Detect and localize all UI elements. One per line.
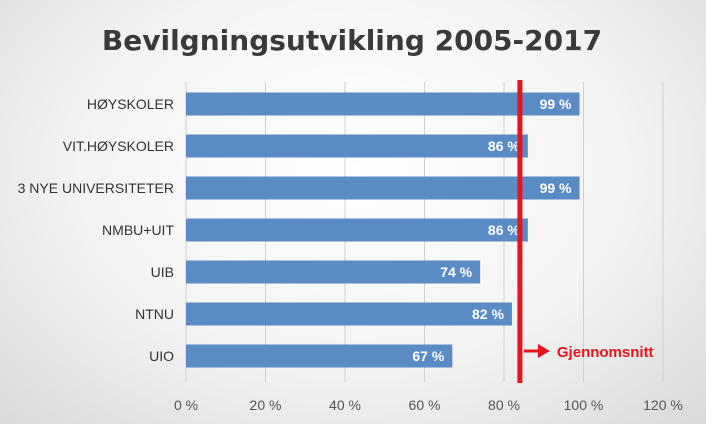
bar	[186, 302, 512, 326]
bars	[186, 92, 580, 368]
bar	[186, 176, 580, 200]
reference-line-group: Gjennomsnitt	[517, 80, 654, 383]
average-label: Gjennomsnitt	[557, 344, 654, 361]
average-arrow-head	[537, 344, 550, 358]
x-tick-label: 40 %	[329, 397, 361, 413]
bar	[186, 92, 580, 116]
value-label: 67 %	[412, 348, 444, 364]
category-label: NMBU+UIT	[102, 222, 174, 238]
category-label: UIB	[151, 264, 174, 280]
x-tick-label: 120 %	[643, 397, 683, 413]
value-label: 74 %	[440, 264, 472, 280]
category-label: 3 NYE UNIVERSITETER	[18, 180, 174, 196]
category-labels: HØYSKOLER VIT.HØYSKOLER 3 NYE UNIVERSITETE…	[18, 96, 175, 364]
value-label: 86 %	[488, 222, 520, 238]
x-tick-labels: 0 % 20 % 40 % 60 % 80 % 100 % 120 %	[174, 397, 683, 413]
chart-title: Bevilgningsutvikling 2005-2017	[102, 24, 602, 57]
bar	[186, 344, 453, 368]
category-label: HØYSKOLER	[87, 96, 174, 112]
value-label: 99 %	[540, 180, 572, 196]
category-label: NTNU	[135, 306, 174, 322]
x-tick-label: 20 %	[250, 397, 282, 413]
bar	[186, 218, 528, 242]
value-label: 99 %	[540, 96, 572, 112]
x-tick-label: 60 %	[409, 397, 441, 413]
x-tick-label: 0 %	[174, 397, 198, 413]
value-label: 82 %	[472, 306, 504, 322]
bar	[186, 134, 528, 158]
value-label: 86 %	[488, 138, 520, 154]
bar	[186, 260, 481, 284]
category-label: UIO	[149, 348, 174, 364]
x-tick-label: 80 %	[488, 397, 520, 413]
category-label: VIT.HØYSKOLER	[63, 138, 174, 154]
x-tick-label: 100 %	[564, 397, 604, 413]
value-labels: 99 % 86 % 99 % 86 % 74 % 82 % 67 %	[412, 96, 572, 364]
